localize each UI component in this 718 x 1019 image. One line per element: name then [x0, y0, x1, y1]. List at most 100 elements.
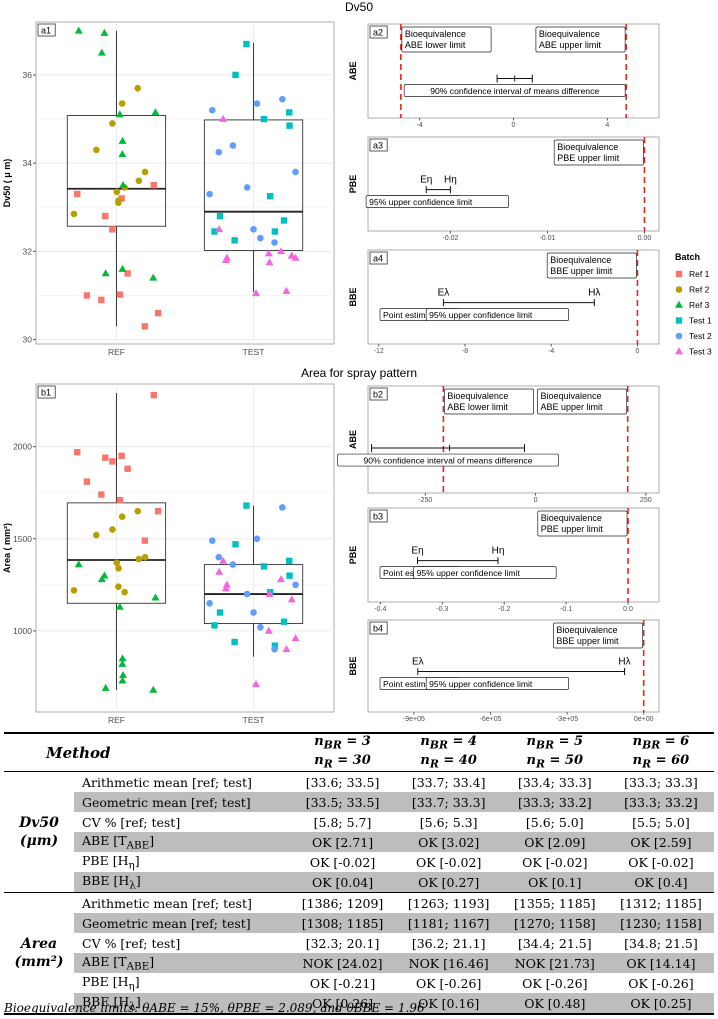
table-cell: OK [-0.02] — [415, 854, 482, 870]
table-cell: OK [0.48] — [501, 993, 608, 1015]
x-tick-label: -0.02 — [442, 235, 458, 242]
data-point — [109, 120, 116, 127]
subscript: R — [642, 757, 652, 771]
subscript: ABE — [126, 960, 150, 973]
table-cell: [5.8; 5.7] — [313, 814, 372, 830]
plot-panel — [35, 383, 335, 713]
data-point — [109, 458, 116, 465]
data-point — [115, 564, 122, 572]
x-tick-label: TEST — [243, 715, 265, 725]
footnote: Bioequivalence limits: θABE = 15%, θPBE … — [4, 1001, 425, 1015]
y-tick-label: 32 — [23, 246, 33, 256]
table-cell: OK [14.14] — [607, 953, 714, 974]
data-point — [286, 109, 293, 116]
data-point — [118, 676, 127, 684]
section-title-area: Area for spray pattern — [301, 366, 417, 380]
data-point — [141, 323, 149, 330]
data-point — [251, 289, 260, 297]
data-point — [265, 258, 274, 266]
lower-limit-label-text: Bioequivalence — [447, 391, 508, 401]
results-table: Method nBR = 3 nR = 30 nBR = 4 nR = 40 nBR… — [4, 732, 714, 1015]
point-label-text: Point estimate — [383, 679, 438, 689]
data-point — [280, 217, 288, 224]
panel-tag-text: a2 — [373, 28, 383, 38]
data-point — [113, 188, 121, 196]
x-tick-label: -0.4 — [374, 606, 386, 613]
data-point — [150, 391, 157, 399]
panel-tag-text: b4 — [373, 624, 383, 634]
legend-title: Batch — [675, 252, 700, 262]
table-cell: [34.4; 21.5] — [517, 935, 592, 951]
data-point — [134, 507, 142, 515]
data-point — [209, 537, 216, 544]
legend-label: Ref 2 — [689, 285, 710, 295]
metric-label: Arithmetic mean [ref; test] — [82, 774, 252, 790]
data-point — [115, 602, 124, 610]
table-cell: [33.3; 33.2] — [501, 792, 608, 813]
bound-label-box — [365, 195, 509, 208]
table-cell: OK [-0.02] — [522, 854, 588, 870]
ci-label-text: 90% confidence interval of means differe… — [364, 456, 533, 466]
x-tick-label: TEST — [243, 347, 265, 357]
panel-tag — [369, 251, 388, 265]
x-tick-label: -0.3 — [436, 606, 448, 613]
data-point — [98, 491, 105, 498]
panel-tag — [369, 25, 388, 39]
table-cell: OK [0.4] — [607, 872, 714, 893]
data-point — [206, 599, 213, 607]
y-tick-label: 1500 — [13, 534, 32, 544]
metric-label: CV % [ref; test] — [82, 814, 181, 830]
data-point — [222, 580, 231, 588]
group-unit: (μm) — [19, 833, 59, 850]
results-table-body: Dv50 (μm) Arithmetic mean [ref; test] [33.6… — [4, 771, 714, 1015]
lower-limit-label-text: ABE lower limit — [405, 40, 466, 50]
data-point — [141, 168, 149, 176]
data-point — [250, 609, 257, 616]
data-point — [74, 560, 83, 568]
data-point — [141, 537, 149, 544]
panel-tag — [37, 385, 56, 399]
data-point — [74, 190, 81, 198]
subscript: BR — [642, 738, 661, 752]
figure-canvas: Dv50 Area for spray pattern 30 32 34 36 REF TES… — [2, 0, 712, 725]
upper-limit-label-text: Bioequivalence — [557, 142, 618, 152]
data-point — [243, 184, 251, 191]
upper-limit-label-text: Bioequivalence — [540, 391, 601, 401]
table-cell: OK [0.1] — [501, 872, 608, 893]
ci-label-box — [403, 84, 626, 97]
table-cell: OK [2.59] — [607, 832, 714, 853]
lower-limit-label-text: Bioequivalence — [405, 29, 466, 39]
metric-label: ABE [TABE] — [74, 953, 290, 974]
table-row: Area (mm²) Arithmetic mean [ref; test] [138… — [4, 892, 714, 970]
data-point — [118, 659, 127, 667]
data-point — [116, 496, 124, 504]
data-point — [271, 228, 279, 235]
col-header-3-br: nBR = 5 — [526, 734, 584, 752]
x-tick-label: -250 — [418, 497, 432, 504]
data-point — [70, 587, 78, 594]
method-header: Method — [46, 743, 111, 762]
data-point — [97, 575, 106, 583]
subscript: λ — [129, 1000, 136, 1013]
bound-label-box — [413, 566, 557, 579]
subscript: ABE — [126, 839, 150, 852]
subscript: η — [128, 980, 135, 993]
panel-tag-text: b2 — [373, 390, 383, 400]
table-row: CV % [ref; test] [5.8; 5.7] [5.6; 5.3] [5.6… — [4, 812, 714, 832]
table-cell: OK [-0.02] — [628, 854, 694, 870]
x-tick-label: REF — [108, 347, 125, 357]
data-point — [257, 623, 264, 631]
table-cell: [33.3; 33.2] — [607, 792, 714, 813]
data-point — [149, 273, 158, 281]
metric-label: Geometric mean [ref; test] — [74, 792, 290, 813]
data-point — [118, 150, 127, 158]
point-symbol: Eη — [411, 546, 423, 557]
table-cell: OK [3.02] — [395, 832, 502, 853]
upper-limit-label-text: ABE upper limit — [539, 40, 602, 50]
table-cell: [1230; 1158] — [607, 913, 714, 934]
x-tick-label: 0 — [512, 122, 516, 129]
legend-label: Test 2 — [689, 331, 712, 341]
table-row: PBE [Hη] OK [-0.02] OK [-0.02] OK [-0.02] OK… — [4, 852, 714, 872]
data-point — [287, 595, 296, 603]
table-cell: [1263; 1193] — [407, 895, 490, 911]
